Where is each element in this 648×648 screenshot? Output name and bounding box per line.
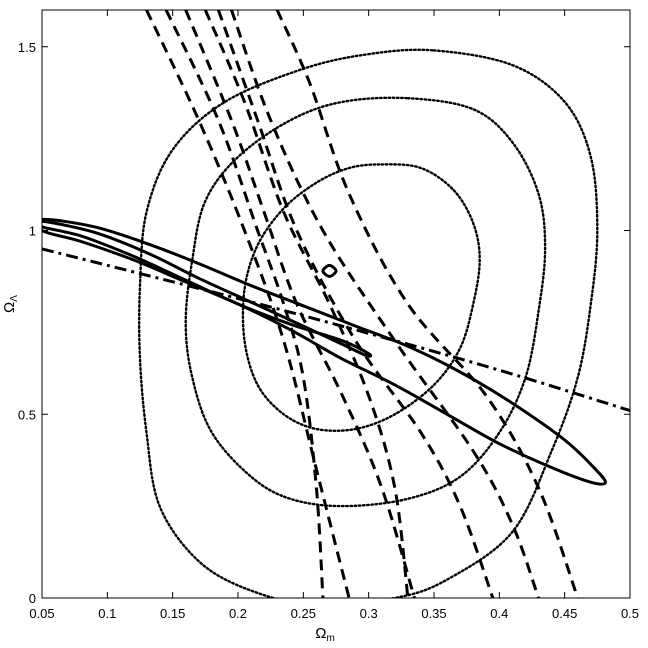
series-5-solid-contour [321,263,338,278]
x-tick-label-8: 0.45 [552,606,577,621]
x-tick-label-1: 0.1 [98,606,116,621]
series-11-dashed-line [216,10,495,598]
x-tick-label-5: 0.3 [360,606,378,621]
x-tick-label-7: 0.4 [490,606,508,621]
x-axis-label-main: Ω [315,625,326,642]
y-tick-label-3: 1.5 [18,40,36,55]
y-axis-label: ΩΛ [1,295,20,313]
y-tick-label-2: 1 [29,224,36,239]
series-8-dashed-line [164,10,325,598]
series-1-dotted-contour [184,96,547,508]
series-4-solid-contour [42,219,373,358]
series-7-dashed-line [145,10,351,598]
y-axis-label-subscript: Λ [9,295,20,302]
x-axis-label-subscript: m [326,633,334,644]
x-tick-label-2: 0.15 [160,606,185,621]
series-9-dashed-line [184,10,416,598]
series-12-dashed-line [230,10,540,598]
y-axis-label-main: Ω [1,302,18,313]
series-13-dashed-line [275,10,580,598]
y-tick-label-1: 0.5 [18,407,36,422]
x-tick-label-0: 0.05 [29,606,54,621]
series-2-dotted-contour [241,163,481,432]
x-tick-label-3: 0.2 [229,606,247,621]
plot-area: 0.05 0.1 0.15 0.2 0.25 0.3 0.35 0.4 0.45 0.5 0 0.5 1… [18,9,639,621]
ticks-layer: 0.05 0.1 0.15 0.2 0.25 0.3 0.35 0.4 0.45 0.5 0 0.5 1… [18,10,639,621]
series-10-dashed-line [203,10,410,598]
series-0-dotted-contour [137,48,599,598]
y-tick-label-0: 0 [29,591,36,606]
x-tick-label-6: 0.35 [421,606,446,621]
plot-frame [41,9,631,599]
x-tick-label-9: 0.5 [621,606,639,621]
series-layer [42,10,630,598]
x-axis-label: Ωm [315,625,335,644]
series-6-dashdot-line [42,247,630,413]
x-tick-label-4: 0.25 [291,606,316,621]
